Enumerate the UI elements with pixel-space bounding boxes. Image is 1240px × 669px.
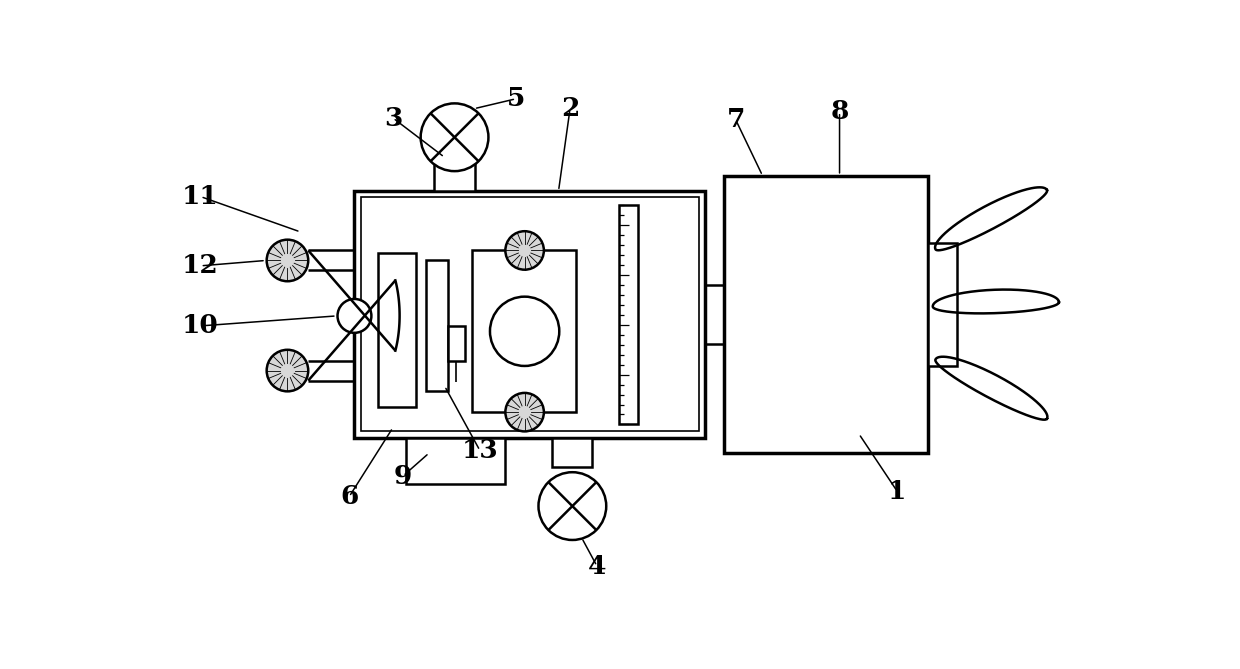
Bar	[472, 250, 577, 412]
Text: 3: 3	[383, 106, 402, 130]
Text: 8: 8	[831, 100, 848, 124]
Bar	[405, 438, 505, 484]
Text: 12: 12	[182, 254, 218, 278]
Circle shape	[267, 240, 309, 281]
Circle shape	[337, 299, 372, 333]
Bar	[355, 191, 704, 438]
Text: 5: 5	[507, 86, 526, 111]
Circle shape	[506, 231, 544, 270]
Text: 1: 1	[888, 479, 906, 504]
Text: 6: 6	[340, 484, 358, 509]
Text: 9: 9	[394, 464, 412, 488]
Bar	[448, 326, 465, 361]
Bar	[427, 260, 448, 391]
Text: 4: 4	[588, 554, 606, 579]
Bar	[724, 176, 928, 453]
Circle shape	[490, 296, 559, 366]
Circle shape	[506, 393, 544, 432]
Bar	[928, 243, 957, 366]
Circle shape	[538, 472, 606, 540]
Text: 13: 13	[461, 438, 498, 463]
Bar	[552, 438, 593, 467]
Bar	[434, 163, 475, 191]
Text: 2: 2	[560, 96, 579, 121]
Bar	[377, 253, 417, 407]
Text: 7: 7	[727, 107, 745, 132]
Text: 11: 11	[182, 184, 218, 209]
Circle shape	[267, 350, 309, 391]
Bar	[361, 197, 698, 432]
Text: 10: 10	[182, 313, 218, 339]
Bar	[619, 205, 637, 424]
Circle shape	[420, 104, 489, 171]
